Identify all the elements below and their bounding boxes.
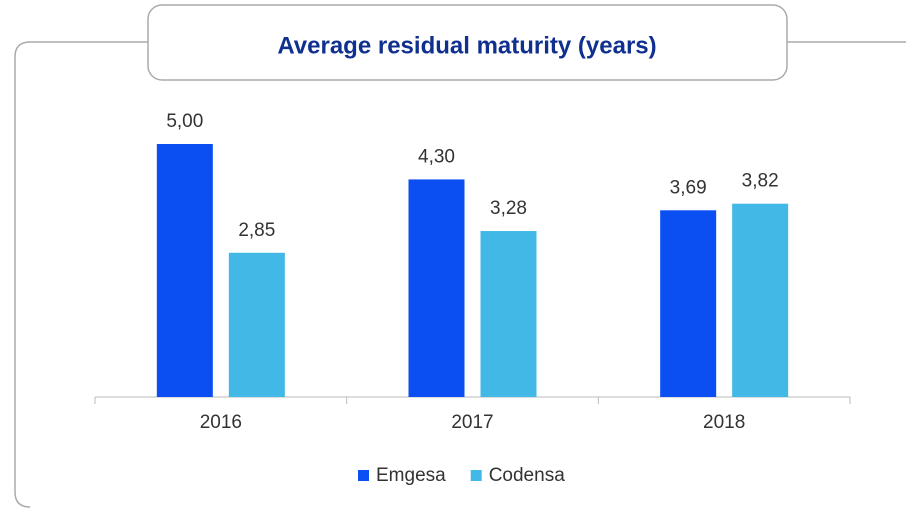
data-label: 5,00 [166,111,203,132]
bar [660,210,717,397]
data-label: 2,85 [238,220,275,241]
x-tick-label: 2017 [451,412,493,433]
frame [14,41,148,508]
x-tick-label: 2018 [703,412,745,433]
legend-swatch [358,470,369,481]
bar [732,203,789,397]
x-tick-label: 2016 [200,412,242,433]
chart-title: Average residual maturity (years) [277,32,656,59]
legend-label: Emgesa [376,465,446,486]
title-box [147,4,788,81]
data-label: 3,82 [742,171,779,192]
bar [228,252,285,397]
bar [480,231,537,397]
data-label: 3,28 [490,198,527,219]
bar [408,179,465,397]
legend-label: Codensa [489,465,565,486]
data-label: 4,30 [418,146,455,167]
data-label: 3,69 [670,177,707,198]
legend-swatch [470,470,482,481]
bar [156,144,213,397]
